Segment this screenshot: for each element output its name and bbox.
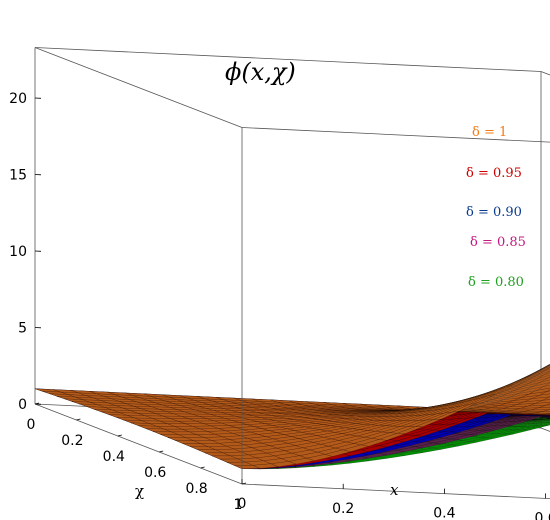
- surface-patch: [547, 418, 550, 419]
- surface-patch: [534, 422, 550, 427]
- legend-entry: δ = 0.80: [468, 275, 524, 290]
- surface-patch: [532, 418, 550, 420]
- x-tick-label: 0.4: [433, 506, 455, 520]
- box-edge-back: [34, 47, 542, 72]
- surface-patch: [433, 438, 459, 445]
- chart-title: ϕ(x,χ): [225, 58, 296, 86]
- surface-patch: [545, 416, 550, 417]
- box-edge-back: [34, 47, 243, 128]
- z-tick-label: 20: [9, 91, 27, 107]
- legend-entry: δ = 1: [472, 125, 507, 140]
- surface-patch: [541, 423, 550, 426]
- chi-tick-label: 0.6: [144, 465, 166, 481]
- chi-tick-mark: [159, 450, 164, 453]
- chi-tick-label: 0.8: [185, 481, 207, 497]
- z-tick-label: 5: [18, 321, 27, 337]
- chi-tick-label: 0: [27, 417, 36, 433]
- surface-patch: [505, 429, 532, 435]
- surface-patch: [469, 420, 496, 427]
- chi-tick-mark: [76, 418, 81, 421]
- chi-tick-mark: [117, 434, 122, 437]
- x-tick-label: 0: [238, 496, 247, 512]
- surface-patch: [487, 414, 514, 422]
- z-tick-label: 10: [9, 244, 27, 260]
- surface-patch: [379, 453, 405, 459]
- surface-patch: [415, 436, 441, 443]
- chi-tick-label: 0.4: [103, 449, 125, 465]
- z-tick-label: 15: [9, 168, 27, 184]
- surface-patch: [545, 417, 550, 419]
- surface-patch: [526, 418, 550, 423]
- surface-layers: [34, 363, 550, 470]
- legend-entry: δ = 0.90: [466, 205, 522, 220]
- box-edge-back: [540, 71, 550, 76]
- chi-tick-mark: [200, 466, 205, 469]
- chi-axis-label: χ: [135, 482, 144, 500]
- x-tick-label: 0.6: [534, 510, 550, 520]
- chi-tick-label: 0.2: [61, 433, 83, 449]
- surface-patch: [529, 418, 550, 421]
- x-tick-label: 0.2: [332, 501, 354, 517]
- z-tick-label: 0: [18, 397, 27, 413]
- surface-patch: [433, 444, 459, 450]
- surface-patch: [523, 425, 550, 431]
- legend-entry: δ = 0.85: [470, 235, 526, 250]
- x-axis-label: x: [390, 481, 399, 499]
- surface-patch: [540, 418, 550, 420]
- surface-patch: [536, 418, 550, 421]
- legend-entry: δ = 0.95: [466, 166, 522, 181]
- surface-patch: [545, 414, 550, 416]
- legend: δ = 1 δ = 0.95 δ = 0.90 δ = 0.85 δ = 0.80: [466, 125, 526, 290]
